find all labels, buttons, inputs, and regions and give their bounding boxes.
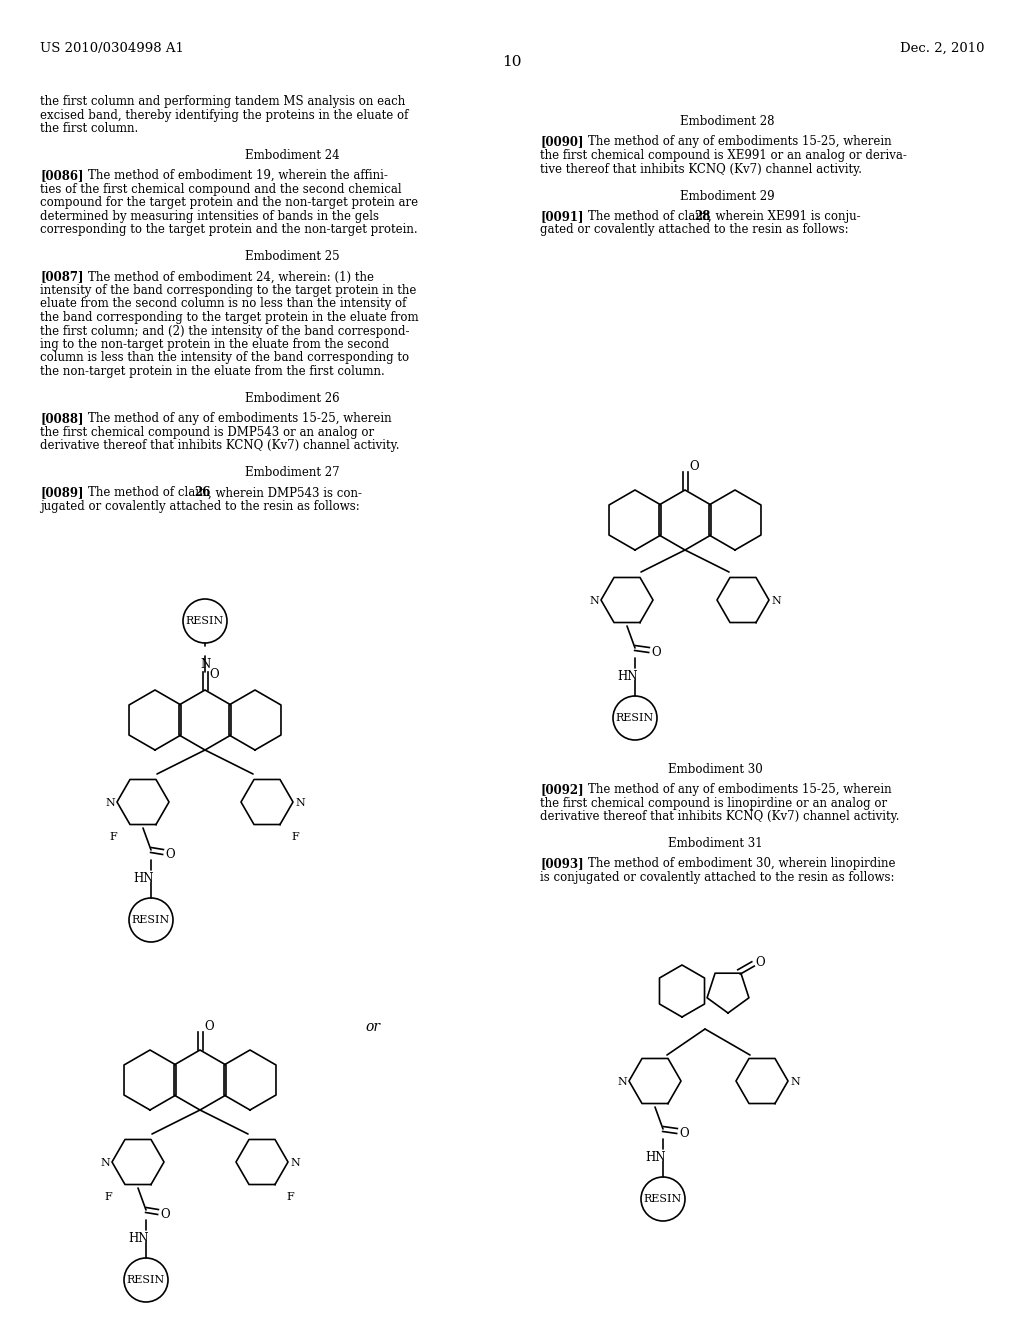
Text: RESIN: RESIN [615, 713, 654, 723]
Text: O: O [755, 956, 765, 969]
Text: [0088]: [0088] [40, 412, 84, 425]
Text: HN: HN [133, 873, 154, 884]
Text: [0089]: [0089] [40, 487, 84, 499]
Text: The method of any of embodiments 15-25, wherein: The method of any of embodiments 15-25, … [88, 412, 391, 425]
Text: Embodiment 26: Embodiment 26 [245, 392, 340, 405]
Text: [0092]: [0092] [540, 783, 584, 796]
Text: [0086]: [0086] [40, 169, 84, 182]
Text: The method of any of embodiments 15-25, wherein: The method of any of embodiments 15-25, … [588, 783, 892, 796]
Text: F: F [291, 832, 299, 842]
Text: Embodiment 30: Embodiment 30 [668, 763, 763, 776]
Text: RESIN: RESIN [644, 1195, 682, 1204]
Text: N: N [295, 799, 305, 808]
Text: The method of claim: The method of claim [588, 210, 714, 223]
Text: ties of the first chemical compound and the second chemical: ties of the first chemical compound and … [40, 182, 401, 195]
Text: the non-target protein in the eluate from the first column.: the non-target protein in the eluate fro… [40, 366, 385, 378]
Text: intensity of the band corresponding to the target protein in the: intensity of the band corresponding to t… [40, 284, 417, 297]
Text: gated or covalently attached to the resin as follows:: gated or covalently attached to the resi… [540, 223, 849, 236]
Text: jugated or covalently attached to the resin as follows:: jugated or covalently attached to the re… [40, 500, 359, 513]
Text: determined by measuring intensities of bands in the gels: determined by measuring intensities of b… [40, 210, 379, 223]
Text: 28: 28 [694, 210, 711, 223]
Text: column is less than the intensity of the band corresponding to: column is less than the intensity of the… [40, 351, 410, 364]
Text: O: O [165, 847, 175, 861]
Text: O: O [689, 459, 698, 473]
Text: ing to the non-target protein in the eluate from the second: ing to the non-target protein in the elu… [40, 338, 389, 351]
Text: Embodiment 25: Embodiment 25 [245, 251, 340, 263]
Text: 10: 10 [502, 55, 522, 69]
Text: O: O [204, 1020, 214, 1034]
Text: derivative thereof that inhibits KCNQ (Kv7) channel activity.: derivative thereof that inhibits KCNQ (K… [540, 810, 899, 824]
Text: F: F [286, 1192, 294, 1203]
Text: N: N [290, 1158, 300, 1168]
Text: O: O [209, 668, 219, 681]
Text: N: N [790, 1077, 800, 1086]
Text: N: N [771, 597, 780, 606]
Text: RESIN: RESIN [132, 915, 170, 925]
Text: the first chemical compound is linopirdine or an analog or: the first chemical compound is linopirdi… [540, 797, 887, 809]
Text: the first chemical compound is XE991 or an analog or deriva-: the first chemical compound is XE991 or … [540, 149, 907, 162]
Text: Embodiment 31: Embodiment 31 [668, 837, 763, 850]
Text: 26: 26 [194, 487, 210, 499]
Text: N: N [105, 799, 115, 808]
Text: compound for the target protein and the non-target protein are: compound for the target protein and the … [40, 197, 418, 210]
Text: O: O [651, 645, 660, 659]
Text: the first column; and (2) the intensity of the band correspond-: the first column; and (2) the intensity … [40, 325, 410, 338]
Text: The method of embodiment 19, wherein the affini-: The method of embodiment 19, wherein the… [88, 169, 388, 182]
Text: N: N [617, 1077, 627, 1086]
Text: O: O [679, 1127, 688, 1140]
Text: is conjugated or covalently attached to the resin as follows:: is conjugated or covalently attached to … [540, 871, 895, 884]
Text: Dec. 2, 2010: Dec. 2, 2010 [899, 42, 984, 55]
Text: the first chemical compound is DMP543 or an analog or: the first chemical compound is DMP543 or… [40, 426, 374, 438]
Text: O: O [160, 1208, 170, 1221]
Text: Embodiment 28: Embodiment 28 [680, 115, 774, 128]
Text: The method of embodiment 24, wherein: (1) the: The method of embodiment 24, wherein: (1… [88, 271, 374, 284]
Text: corresponding to the target protein and the non-target protein.: corresponding to the target protein and … [40, 223, 418, 236]
Text: F: F [104, 1192, 112, 1203]
Text: F: F [109, 832, 117, 842]
Text: Embodiment 24: Embodiment 24 [245, 149, 340, 162]
Text: , wherein XE991 is conju-: , wherein XE991 is conju- [708, 210, 860, 223]
Text: [0090]: [0090] [540, 136, 584, 149]
Text: tive thereof that inhibits KCNQ (Kv7) channel activity.: tive thereof that inhibits KCNQ (Kv7) ch… [540, 162, 862, 176]
Text: [0087]: [0087] [40, 271, 84, 284]
Text: The method of embodiment 30, wherein linopirdine: The method of embodiment 30, wherein lin… [588, 858, 896, 870]
Text: HN: HN [617, 671, 638, 682]
Text: or: or [365, 1020, 380, 1034]
Text: , wherein DMP543 is con-: , wherein DMP543 is con- [208, 487, 362, 499]
Text: US 2010/0304998 A1: US 2010/0304998 A1 [40, 42, 184, 55]
Text: derivative thereof that inhibits KCNQ (Kv7) channel activity.: derivative thereof that inhibits KCNQ (K… [40, 440, 399, 453]
Text: RESIN: RESIN [127, 1275, 165, 1284]
Text: N: N [589, 597, 599, 606]
Text: HN: HN [645, 1151, 666, 1164]
Text: Embodiment 29: Embodiment 29 [680, 190, 774, 202]
Text: N: N [100, 1158, 110, 1168]
Text: Embodiment 27: Embodiment 27 [245, 466, 340, 479]
Text: the band corresponding to the target protein in the eluate from: the band corresponding to the target pro… [40, 312, 419, 323]
Text: N: N [200, 657, 210, 671]
Text: The method of claim: The method of claim [88, 487, 214, 499]
Text: eluate from the second column is no less than the intensity of: eluate from the second column is no less… [40, 297, 407, 310]
Text: the first column and performing tandem MS analysis on each: the first column and performing tandem M… [40, 95, 406, 108]
Text: The method of any of embodiments 15-25, wherein: The method of any of embodiments 15-25, … [588, 136, 892, 149]
Text: excised band, thereby identifying the proteins in the eluate of: excised band, thereby identifying the pr… [40, 108, 409, 121]
Text: [0093]: [0093] [540, 858, 584, 870]
Text: the first column.: the first column. [40, 121, 138, 135]
Text: [0091]: [0091] [540, 210, 584, 223]
Text: RESIN: RESIN [186, 616, 224, 626]
Text: HN: HN [128, 1232, 148, 1245]
